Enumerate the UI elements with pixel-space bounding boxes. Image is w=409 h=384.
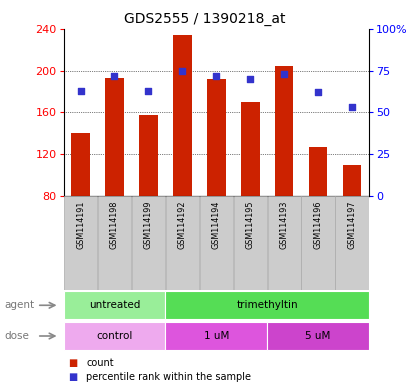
Bar bbox=[274, 66, 293, 196]
Text: GSM114191: GSM114191 bbox=[76, 200, 85, 249]
Bar bbox=[131, 196, 165, 290]
Point bbox=[280, 71, 287, 77]
Text: GSM114193: GSM114193 bbox=[279, 200, 288, 249]
Text: 5 uM: 5 uM bbox=[305, 331, 330, 341]
Point bbox=[145, 88, 151, 94]
Text: ■: ■ bbox=[67, 372, 77, 382]
Bar bbox=[105, 78, 124, 196]
Point bbox=[348, 104, 355, 110]
Bar bbox=[165, 196, 198, 290]
Bar bbox=[335, 196, 368, 290]
Bar bbox=[165, 322, 267, 350]
Bar bbox=[64, 196, 97, 290]
Text: count: count bbox=[86, 358, 113, 368]
Text: GSM114194: GSM114194 bbox=[211, 200, 220, 249]
Text: untreated: untreated bbox=[89, 300, 140, 310]
Point bbox=[179, 68, 185, 74]
Bar bbox=[98, 196, 131, 290]
Text: GDS2555 / 1390218_at: GDS2555 / 1390218_at bbox=[124, 12, 285, 25]
Bar bbox=[173, 35, 191, 196]
Point bbox=[213, 73, 219, 79]
Text: GSM114198: GSM114198 bbox=[110, 200, 119, 249]
Text: trimethyltin: trimethyltin bbox=[236, 300, 297, 310]
Bar bbox=[199, 196, 232, 290]
Text: dose: dose bbox=[4, 331, 29, 341]
Point bbox=[314, 89, 321, 95]
Bar bbox=[165, 291, 368, 319]
Text: GSM114199: GSM114199 bbox=[144, 200, 153, 249]
Text: agent: agent bbox=[4, 300, 34, 310]
Bar bbox=[301, 196, 334, 290]
Bar bbox=[63, 291, 165, 319]
Text: GSM114197: GSM114197 bbox=[347, 200, 356, 249]
Text: GSM114196: GSM114196 bbox=[313, 200, 322, 249]
Bar bbox=[71, 133, 90, 196]
Text: GSM114192: GSM114192 bbox=[178, 200, 187, 249]
Text: control: control bbox=[96, 331, 133, 341]
Bar bbox=[308, 147, 327, 196]
Bar bbox=[267, 196, 300, 290]
Text: 1 uM: 1 uM bbox=[203, 331, 228, 341]
Bar bbox=[342, 164, 360, 196]
Point bbox=[77, 88, 83, 94]
Bar bbox=[63, 322, 165, 350]
Text: percentile rank within the sample: percentile rank within the sample bbox=[86, 372, 250, 382]
Text: ■: ■ bbox=[67, 358, 77, 368]
Bar bbox=[240, 102, 259, 196]
Bar bbox=[207, 79, 225, 196]
Bar bbox=[139, 116, 157, 196]
Point bbox=[246, 76, 253, 82]
Text: GSM114195: GSM114195 bbox=[245, 200, 254, 249]
Bar bbox=[233, 196, 266, 290]
Bar bbox=[267, 322, 368, 350]
Point bbox=[111, 73, 117, 79]
